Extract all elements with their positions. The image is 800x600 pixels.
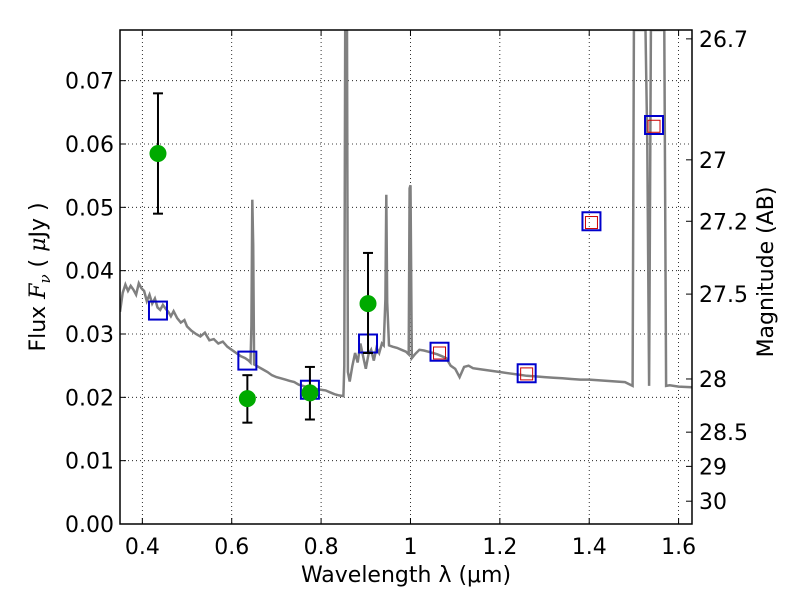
model-band-square bbox=[516, 363, 537, 384]
observed-point bbox=[359, 295, 377, 313]
right-tick-label: 26.7 bbox=[699, 28, 748, 53]
model-inner-square bbox=[520, 367, 534, 381]
y-tick-label: 0.05 bbox=[65, 196, 114, 221]
y-tick-label: 0.06 bbox=[65, 133, 114, 158]
x-tick-label: 1.4 bbox=[572, 535, 607, 560]
y-tick-label: 0.02 bbox=[65, 386, 114, 411]
right-tick-label: 30 bbox=[699, 490, 727, 515]
x-tick-label: 0.6 bbox=[214, 535, 249, 560]
y-tick-label: 0.07 bbox=[65, 70, 114, 95]
x-axis-label: Wavelength λ (μm) bbox=[301, 563, 511, 588]
model-inner-square bbox=[433, 346, 447, 360]
right-tick-label: 27 bbox=[699, 149, 727, 174]
model-band-square bbox=[581, 211, 602, 232]
model-spectrum bbox=[120, 30, 692, 398]
grid-lines bbox=[120, 30, 692, 525]
ticks: 0.4 0.6 0.8 1 1.2 1.4 1.6 0.00 0.01 0.02 0.03 0.04 0… bbox=[65, 28, 748, 560]
observed-point bbox=[149, 145, 167, 162]
x-tick-label: 1.2 bbox=[482, 535, 517, 560]
y-axis-label-right: Magnitude (AB) bbox=[754, 187, 779, 358]
y-tick-label: 0.00 bbox=[65, 513, 114, 538]
x-tick-label: 1.6 bbox=[661, 535, 696, 560]
plot-frame bbox=[119, 29, 693, 525]
y-tick-label: 0.04 bbox=[65, 260, 114, 285]
model-inner-square bbox=[584, 216, 598, 230]
y-tick-label: 0.01 bbox=[65, 450, 114, 475]
model-band-square bbox=[147, 300, 168, 321]
observed-point bbox=[301, 384, 319, 402]
right-tick-label: 27.5 bbox=[699, 283, 748, 308]
observed-point bbox=[238, 390, 256, 408]
right-tick-label: 27.2 bbox=[699, 210, 748, 235]
model-inner-square bbox=[647, 119, 661, 133]
right-tick-label: 29 bbox=[699, 455, 727, 480]
model-band-square bbox=[429, 341, 450, 362]
spectrum-line bbox=[120, 30, 692, 398]
y-axis-label-left: Flux Fν ( μJy ) bbox=[26, 202, 54, 351]
x-tick-label: 0.4 bbox=[125, 535, 160, 560]
y-tick-label: 0.03 bbox=[65, 323, 114, 348]
x-tick-label: 0.8 bbox=[304, 535, 339, 560]
model-band-square bbox=[237, 350, 258, 371]
markers bbox=[147, 92, 665, 424]
right-tick-label: 28.5 bbox=[699, 421, 748, 446]
x-tick-label: 1 bbox=[403, 535, 417, 560]
right-tick-label: 28 bbox=[699, 368, 727, 393]
model-band-square bbox=[644, 115, 665, 135]
